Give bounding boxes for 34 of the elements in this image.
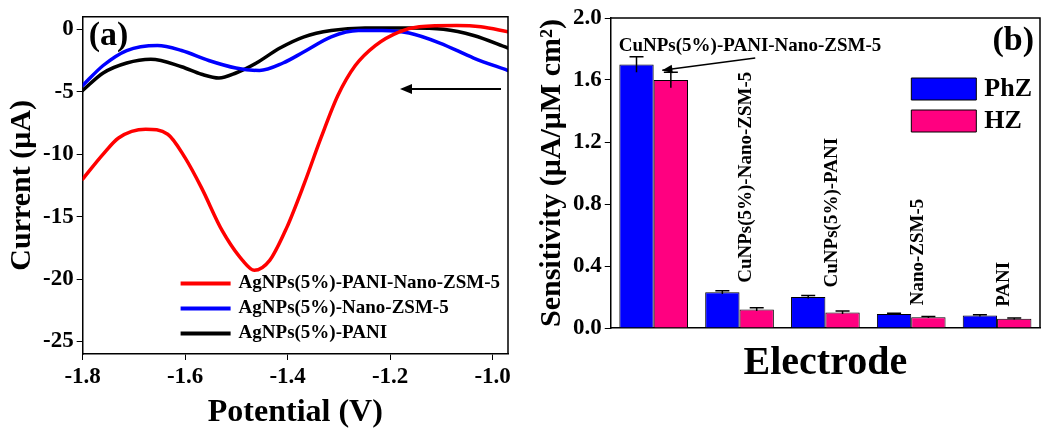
category-label: PANI bbox=[991, 261, 1013, 307]
y-tick-label: 0.4 bbox=[573, 251, 603, 277]
y-tick-label: 1.6 bbox=[573, 65, 602, 91]
y-axis-title: Sensitivity (μA/μM cm²) bbox=[532, 19, 567, 327]
x-axis-title: Potential (V) bbox=[207, 392, 383, 429]
y-tick-label: -25 bbox=[42, 327, 74, 353]
y-tick-label: 0.0 bbox=[573, 313, 602, 339]
y-axis-title: Current (μA) bbox=[2, 100, 37, 271]
y-tick-label: -5 bbox=[54, 77, 74, 103]
x-tick-label: -1.6 bbox=[166, 362, 204, 388]
legend-label: AgNPs(5%)-Nano-ZSM-5 bbox=[238, 296, 449, 319]
legend-label: PhZ bbox=[984, 72, 1032, 102]
y-tick-label: 0 bbox=[62, 15, 74, 41]
y-tick-label: 0.8 bbox=[573, 189, 602, 215]
annotation: (a) bbox=[88, 14, 129, 53]
category-label: Nano-ZSM-5 bbox=[905, 198, 927, 306]
line-series bbox=[82, 23, 508, 273]
category-label: CuNPs(5%)-PANI bbox=[819, 137, 841, 288]
y-tick-label: -15 bbox=[42, 202, 74, 228]
y-tick-label: 2.0 bbox=[573, 3, 602, 29]
legend-label: HZ bbox=[984, 104, 1022, 134]
y-tick-label: -20 bbox=[42, 265, 74, 290]
y-tick-label: 1.2 bbox=[573, 127, 602, 153]
x-axis-title: Electrode bbox=[743, 338, 908, 384]
y-tick-label: -10 bbox=[42, 140, 74, 166]
x-tick-label: -1.8 bbox=[64, 362, 101, 388]
x-tick-label: -1.0 bbox=[474, 362, 511, 388]
legend-label: AgNPs(5%)-PANI-Nano-ZSM-5 bbox=[238, 271, 501, 294]
x-tick-label: -1.2 bbox=[371, 362, 409, 388]
category-label: CuNPs(5%)-PANI-Nano-ZSM-5 bbox=[618, 33, 882, 55]
annotation: (b) bbox=[992, 19, 1034, 58]
category-label: CuNPs(5%)-Nano-ZSM-5 bbox=[734, 71, 756, 283]
legend-label: AgNPs(5%)-PANI bbox=[238, 321, 388, 344]
x-tick-label: -1.4 bbox=[269, 362, 307, 388]
